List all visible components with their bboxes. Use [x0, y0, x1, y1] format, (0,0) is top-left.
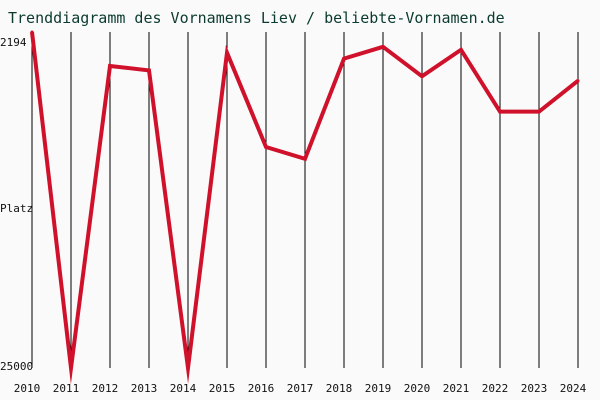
data-point-2012 [108, 64, 112, 68]
x-tick-2020: 2020 [404, 382, 431, 395]
data-point-2017 [303, 157, 307, 161]
data-point-2022 [498, 110, 502, 114]
data-point-2018 [342, 57, 346, 61]
data-point-2023 [537, 110, 541, 114]
data-point-2013 [147, 68, 151, 72]
x-tick-2016: 2016 [248, 382, 275, 395]
data-point-2015 [225, 51, 229, 55]
x-tick-2015: 2015 [209, 382, 236, 395]
series-group [30, 30, 580, 385]
data-point-2011 [69, 366, 73, 370]
x-tick-2024: 2024 [560, 382, 587, 395]
x-tick-2014: 2014 [170, 382, 197, 395]
data-point-2010 [30, 30, 34, 34]
x-tick-2019: 2019 [365, 382, 392, 395]
x-tick-2010: 2010 [14, 382, 41, 395]
data-point-2021 [459, 48, 463, 52]
gridlines [31, 32, 579, 368]
x-tick-2012: 2012 [92, 382, 119, 395]
data-point-2016 [264, 145, 268, 149]
x-tick-2017: 2017 [287, 382, 314, 395]
x-tick-2022: 2022 [482, 382, 509, 395]
x-tick-2013: 2013 [131, 382, 158, 395]
x-tick-2011: 2011 [53, 382, 80, 395]
x-tick-labels: 2010 2011 2012 2013 2014 2015 2016 2017 2018 2019… [14, 382, 587, 395]
y-axis-label: Platz [0, 202, 33, 215]
y-bottom-label: 25000 [0, 360, 33, 373]
x-tick-2023: 2023 [521, 382, 548, 395]
data-point-2014 [186, 366, 190, 370]
x-tick-2021: 2021 [443, 382, 470, 395]
chart-title: Trenddiagramm des Vornamens Liev / belie… [8, 9, 505, 27]
data-point-2020 [420, 74, 424, 78]
y-top-label: 2194 [0, 36, 27, 49]
data-point-2024 [576, 79, 580, 83]
x-tick-2018: 2018 [326, 382, 353, 395]
data-point-2019 [381, 45, 385, 49]
